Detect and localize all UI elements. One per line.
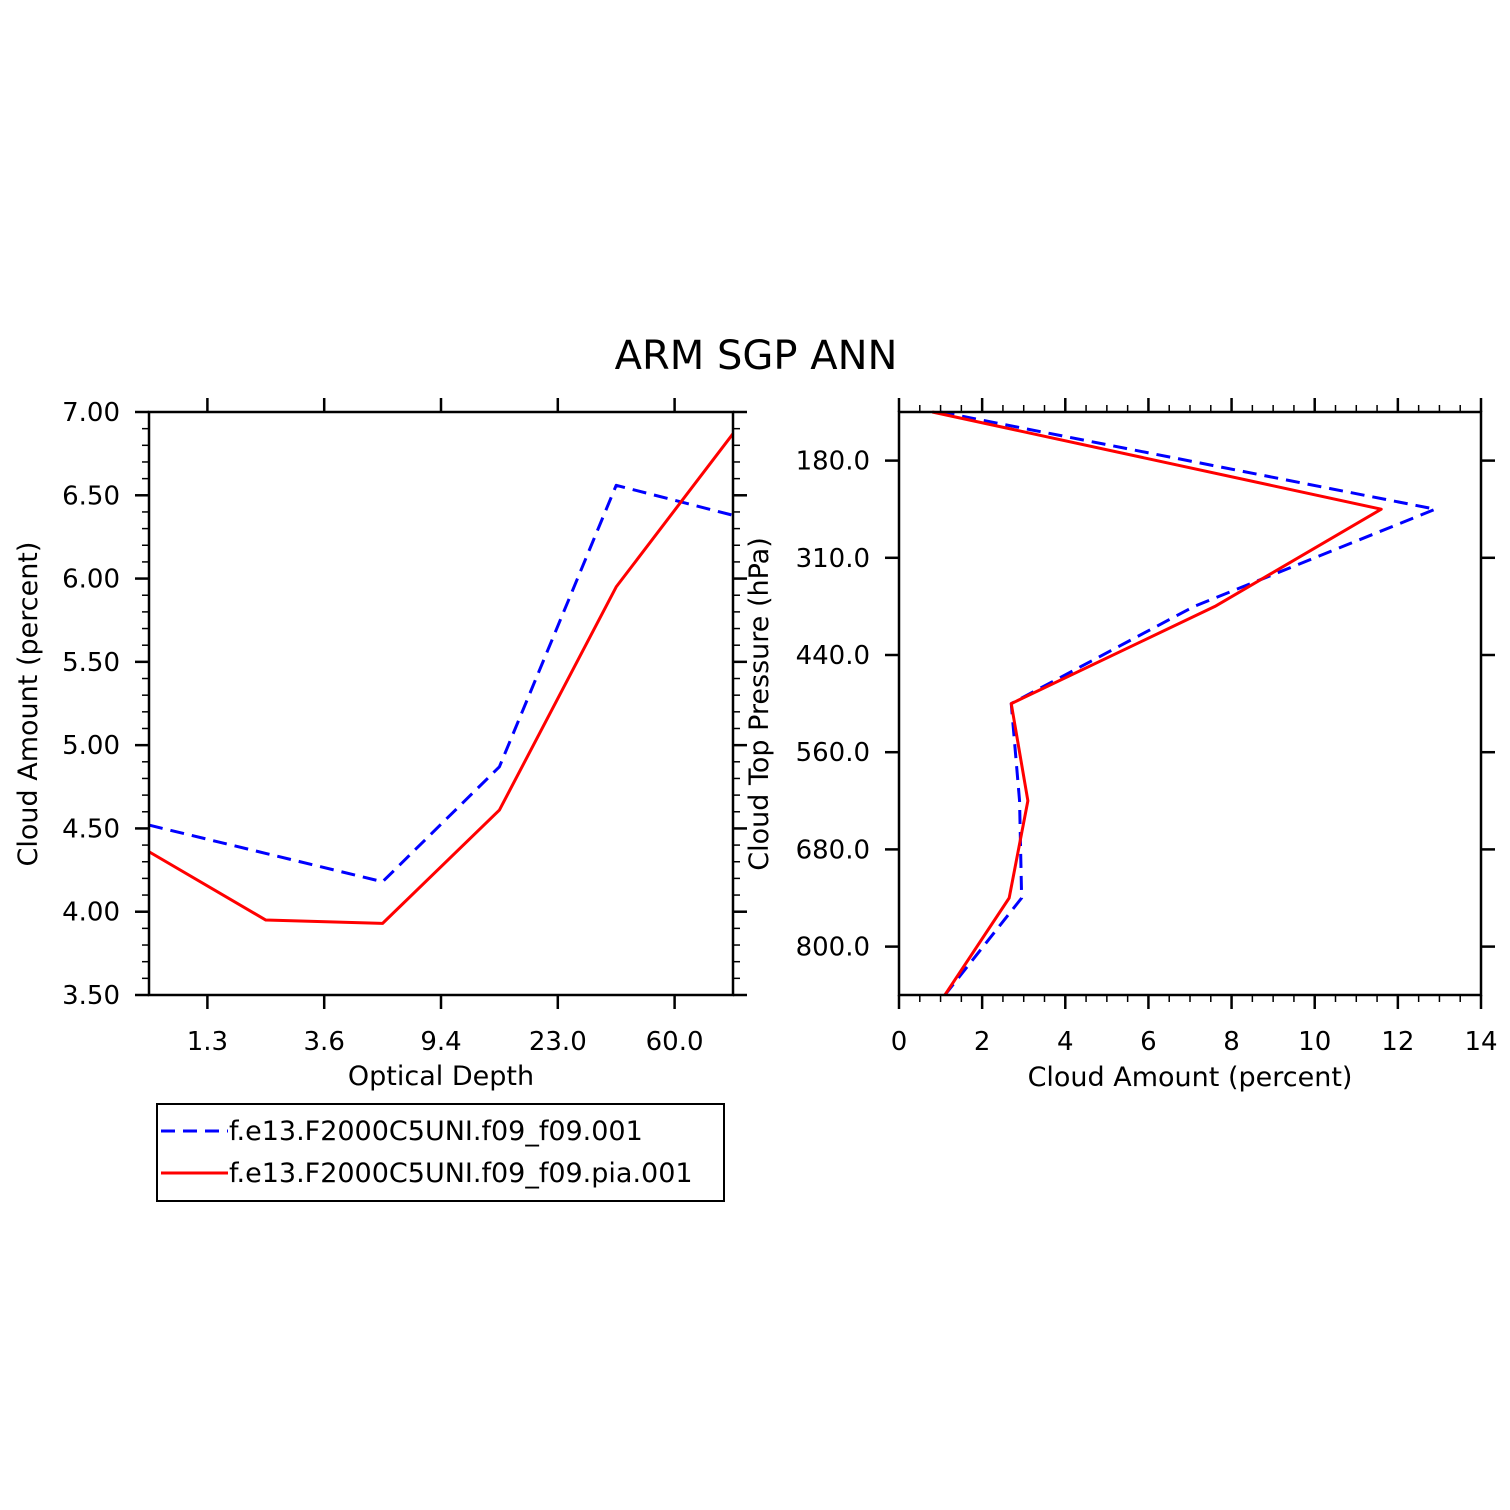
right-minor-ticks xyxy=(898,405,1482,1002)
left-minor-ticks xyxy=(142,411,740,996)
left-x-tick-label: 9.4 xyxy=(420,1027,461,1057)
left-series-dashed-line xyxy=(148,483,734,884)
left-series-solid-line xyxy=(148,432,735,925)
right-x-tick-label: 12 xyxy=(1381,1027,1414,1057)
figure-title: ARM SGP ANN xyxy=(615,333,898,379)
right-x-tick-label: 10 xyxy=(1298,1027,1331,1057)
right-x-tick-label: 6 xyxy=(1140,1027,1157,1057)
right-y-tick-label: 310.0 xyxy=(796,544,870,574)
right-series-dashed-line xyxy=(940,410,1437,997)
left-x-axis-label: Optical Depth xyxy=(348,1061,534,1092)
right-y-tick-label: 560.0 xyxy=(796,738,870,768)
right-y-tick-labels: 180.0 310.0 440.0 560.0 680.0 800.0 xyxy=(796,447,870,963)
right-x-tick-label: 14 xyxy=(1464,1027,1497,1057)
left-y-tick-label: 4.00 xyxy=(62,898,120,928)
left-x-tick-label: 23.0 xyxy=(529,1027,587,1057)
left-x-tick-label: 1.3 xyxy=(187,1027,228,1057)
left-y-tick-label: 6.50 xyxy=(62,481,120,511)
right-y-axis-label: Cloud Top Pressure (hPa) xyxy=(744,537,775,871)
left-plot-frame xyxy=(147,410,735,997)
right-series-solid-line xyxy=(931,410,1383,997)
right-x-tick-label: 4 xyxy=(1057,1027,1074,1057)
left-x-tick-label: 60.0 xyxy=(646,1027,704,1057)
right-y-tick-label: 800.0 xyxy=(796,933,870,963)
legend: f.e13.F2000C5UNI.f09_f09.001 f.e13.F2000… xyxy=(156,1103,725,1202)
legend-box xyxy=(156,1103,725,1202)
right-y-tick-label: 440.0 xyxy=(796,641,870,671)
right-x-tick-label: 0 xyxy=(891,1027,908,1057)
right-series xyxy=(931,410,1437,997)
right-x-tick-labels: 0 2 4 6 8 10 12 14 xyxy=(891,1027,1498,1057)
right-panel: 180.0 310.0 440.0 560.0 680.0 800.0 0 2 4 6 8 10 12… xyxy=(744,398,1498,1093)
left-y-tick-label: 7.00 xyxy=(62,398,120,428)
legend-label-2: f.e13.F2000C5UNI.f09_f09.pia.001 xyxy=(229,1158,693,1189)
right-y-tick-label: 680.0 xyxy=(796,835,870,865)
right-major-ticks xyxy=(885,398,1495,1009)
right-x-tick-label: 2 xyxy=(974,1027,991,1057)
right-plot-frame xyxy=(897,410,1483,997)
right-y-tick-label: 180.0 xyxy=(796,447,870,477)
left-y-tick-label: 3.50 xyxy=(62,981,120,1011)
left-y-tick-labels: 3.50 4.00 4.50 5.00 5.50 6.00 6.50 7.00 xyxy=(62,398,120,1011)
left-y-axis-label: Cloud Amount (percent) xyxy=(13,542,44,867)
left-x-tick-labels: 1.3 3.6 9.4 23.0 60.0 xyxy=(187,1027,704,1057)
left-y-tick-label: 5.00 xyxy=(62,731,120,761)
left-panel: 3.50 4.00 4.50 5.00 5.50 6.00 6.50 7.00 1.3 3.6 9… xyxy=(13,398,747,1092)
left-y-tick-label: 4.50 xyxy=(62,814,120,844)
left-series xyxy=(148,432,735,925)
right-x-axis-label: Cloud Amount (percent) xyxy=(1028,1062,1353,1093)
left-x-tick-label: 3.6 xyxy=(304,1027,345,1057)
left-y-tick-label: 5.50 xyxy=(62,648,120,678)
left-major-ticks xyxy=(135,398,747,1009)
left-y-tick-label: 6.00 xyxy=(62,565,120,595)
legend-label-1: f.e13.F2000C5UNI.f09_f09.001 xyxy=(229,1116,643,1147)
right-x-tick-label: 8 xyxy=(1223,1027,1240,1057)
